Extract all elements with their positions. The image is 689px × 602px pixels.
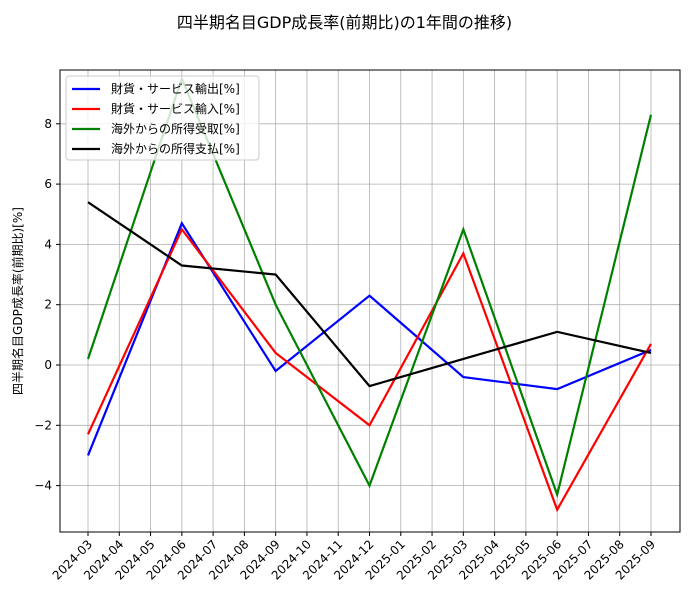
y-tick-label: 0 bbox=[44, 358, 52, 372]
y-axis: −4 −2 0 2 4 6 8 bbox=[34, 117, 60, 493]
y-axis-label: 四半期名目GDP成長率(前期比)[%] bbox=[10, 207, 25, 395]
y-tick-label: −4 bbox=[34, 479, 52, 493]
y-tick-label: 8 bbox=[44, 117, 52, 131]
x-axis: 2024-032024-042024-052024-062024-072024-… bbox=[50, 532, 658, 583]
grid-lines bbox=[60, 70, 680, 532]
legend-label: 財貨・サービス輸入[%] bbox=[111, 101, 240, 116]
legend-box bbox=[65, 75, 260, 161]
series-line bbox=[87, 201, 652, 388]
series-line bbox=[86, 220, 652, 456]
y-tick-label: 4 bbox=[44, 237, 52, 251]
y-tick-label: 2 bbox=[44, 298, 52, 312]
data-lines bbox=[86, 75, 653, 513]
series-line bbox=[86, 227, 652, 513]
legend-label: 海外からの所得受取[%] bbox=[111, 121, 240, 136]
legend-label: 財貨・サービス輸出[%] bbox=[111, 81, 240, 96]
y-tick-label: −2 bbox=[34, 418, 52, 432]
legend-label: 海外からの所得支払[%] bbox=[111, 141, 240, 156]
legend: 財貨・サービス輸出[%] 財貨・サービス輸入[%] 海外からの所得受取[%] 海外から… bbox=[65, 75, 260, 161]
y-tick-label: 6 bbox=[44, 177, 52, 191]
chart-title: 四半期名目GDP成長率(前期比)の1年間の推移) bbox=[176, 13, 513, 32]
